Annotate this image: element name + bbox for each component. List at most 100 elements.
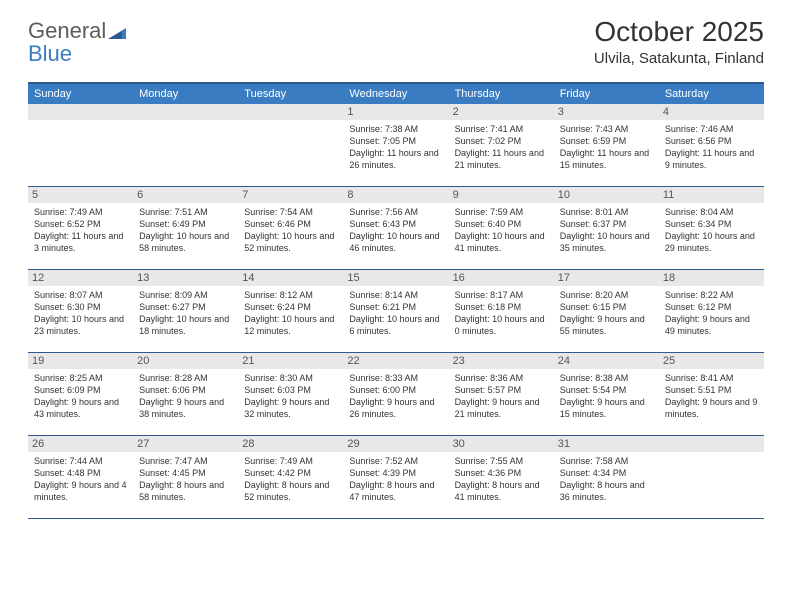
day-number: 8 [343,187,448,203]
day-cell: 10Sunrise: 8:01 AMSunset: 6:37 PMDayligh… [554,187,659,269]
day-number: 25 [659,353,764,369]
empty-day-number [28,104,133,120]
day-number: 10 [554,187,659,203]
day-number: 30 [449,436,554,452]
header-right: October 2025 Ulvila, Satakunta, Finland [594,16,764,67]
day-info: Sunrise: 8:28 AMSunset: 6:06 PMDaylight:… [139,372,232,421]
day-info: Sunrise: 7:59 AMSunset: 6:40 PMDaylight:… [455,206,548,255]
day-cell: 18 Sunrise: 8:22 AMSunset: 6:12 PMDayligh… [659,270,764,352]
day-cell: 25Sunrise: 8:41 AMSunset: 5:51 PMDayligh… [659,353,764,435]
day-number: 11 [659,187,764,203]
day-info: Sunrise: 7:43 AMSunset: 6:59 PMDaylight:… [560,123,653,172]
day-cell: 9 Sunrise: 7:59 AMSunset: 6:40 PMDaylight… [449,187,554,269]
day-number: 24 [554,353,659,369]
day-cell: 14Sunrise: 8:12 AMSunset: 6:24 PMDayligh… [238,270,343,352]
day-number: 17 [554,270,659,286]
day-number: 2 [449,104,554,120]
day-info: Sunrise: 7:41 AMSunset: 7:02 PMDaylight:… [455,123,548,172]
empty-cell [238,104,343,186]
empty-cell [659,436,764,518]
day-cell: 17 Sunrise: 8:20 AMSunset: 6:15 PMDayligh… [554,270,659,352]
day-cell: 15 Sunrise: 8:14 AMSunset: 6:21 PMDayligh… [343,270,448,352]
day-cell: 30Sunrise: 7:55 AMSunset: 4:36 PMDayligh… [449,436,554,518]
month-title: October 2025 [594,16,764,48]
day-number: 7 [238,187,343,203]
day-cell: 11 Sunrise: 8:04 AMSunset: 6:34 PMDayligh… [659,187,764,269]
location-text: Ulvila, Satakunta, Finland [594,50,764,67]
day-info: Sunrise: 8:36 AMSunset: 5:57 PMDaylight:… [455,372,548,421]
day-number: 21 [238,353,343,369]
day-number: 29 [343,436,448,452]
day-info: Sunrise: 7:56 AMSunset: 6:43 PMDaylight:… [349,206,442,255]
day-info: Sunrise: 7:38 AMSunset: 7:05 PMDaylight:… [349,123,442,172]
day-info: Sunrise: 8:07 AMSunset: 6:30 PMDaylight:… [34,289,127,338]
day-number: 3 [554,104,659,120]
day-info: Sunrise: 7:54 AMSunset: 6:46 PMDaylight:… [244,206,337,255]
day-number: 20 [133,353,238,369]
day-cell: 21 Sunrise: 8:30 AMSunset: 6:03 PMDayligh… [238,353,343,435]
day-number: 16 [449,270,554,286]
day-number: 31 [554,436,659,452]
day-header: Sunday [28,84,133,104]
day-info: Sunrise: 8:25 AMSunset: 6:09 PMDaylight:… [34,372,127,421]
day-cell: 27 Sunrise: 7:47 AMSunset: 4:45 PMDayligh… [133,436,238,518]
day-cell: 8 Sunrise: 7:56 AMSunset: 6:43 PMDaylight… [343,187,448,269]
day-info: Sunrise: 7:51 AMSunset: 6:49 PMDaylight:… [139,206,232,255]
day-cell: 22 Sunrise: 8:33 AMSunset: 6:00 PMDayligh… [343,353,448,435]
day-cell: 4 Sunrise: 7:46 AMSunset: 6:56 PMDaylight… [659,104,764,186]
day-info: Sunrise: 8:22 AMSunset: 6:12 PMDaylight:… [665,289,758,338]
day-cell: 5 Sunrise: 7:49 AMSunset: 6:52 PMDaylight… [28,187,133,269]
empty-cell [28,104,133,186]
day-info: Sunrise: 7:47 AMSunset: 4:45 PMDaylight:… [139,455,232,504]
day-number: 9 [449,187,554,203]
day-cell: 12 Sunrise: 8:07 AMSunset: 6:30 PMDayligh… [28,270,133,352]
day-cell: 26Sunrise: 7:44 AMSunset: 4:48 PMDayligh… [28,436,133,518]
day-info: Sunrise: 7:46 AMSunset: 6:56 PMDaylight:… [665,123,758,172]
day-info: Sunrise: 8:33 AMSunset: 6:00 PMDaylight:… [349,372,442,421]
day-number: 27 [133,436,238,452]
day-info: Sunrise: 7:49 AMSunset: 6:52 PMDaylight:… [34,206,127,255]
day-info: Sunrise: 8:09 AMSunset: 6:27 PMDaylight:… [139,289,232,338]
day-headers-row: SundayMondayTuesdayWednesdayThursdayFrid… [28,82,764,104]
day-cell: 19Sunrise: 8:25 AMSunset: 6:09 PMDayligh… [28,353,133,435]
day-info: Sunrise: 8:04 AMSunset: 6:34 PMDaylight:… [665,206,758,255]
week-row: 12 Sunrise: 8:07 AMSunset: 6:30 PMDayligh… [28,270,764,353]
day-info: Sunrise: 8:20 AMSunset: 6:15 PMDaylight:… [560,289,653,338]
day-cell: 16 Sunrise: 8:17 AMSunset: 6:18 PMDayligh… [449,270,554,352]
day-cell: 28Sunrise: 7:49 AMSunset: 4:42 PMDayligh… [238,436,343,518]
day-cell: 13 Sunrise: 8:09 AMSunset: 6:27 PMDayligh… [133,270,238,352]
day-info: Sunrise: 7:58 AMSunset: 4:34 PMDaylight:… [560,455,653,504]
day-header: Thursday [449,84,554,104]
day-cell: 1Sunrise: 7:38 AMSunset: 7:05 PMDaylight… [343,104,448,186]
brand-logo: General Blue [28,20,126,65]
day-header: Saturday [659,84,764,104]
day-number: 5 [28,187,133,203]
empty-cell [133,104,238,186]
day-info: Sunrise: 8:17 AMSunset: 6:18 PMDaylight:… [455,289,548,338]
day-number: 15 [343,270,448,286]
day-cell: 29 Sunrise: 7:52 AMSunset: 4:39 PMDayligh… [343,436,448,518]
day-header: Tuesday [238,84,343,104]
day-cell: 31 Sunrise: 7:58 AMSunset: 4:34 PMDayligh… [554,436,659,518]
day-header: Monday [133,84,238,104]
day-header: Friday [554,84,659,104]
day-header: Wednesday [343,84,448,104]
weeks-container: 1Sunrise: 7:38 AMSunset: 7:05 PMDaylight… [28,104,764,519]
day-cell: 20 Sunrise: 8:28 AMSunset: 6:06 PMDayligh… [133,353,238,435]
empty-day-number [133,104,238,120]
empty-day-number [659,436,764,452]
day-cell: 7 Sunrise: 7:54 AMSunset: 6:46 PMDaylight… [238,187,343,269]
flag-icon [108,21,126,43]
day-number: 13 [133,270,238,286]
day-cell: 2 Sunrise: 7:41 AMSunset: 7:02 PMDaylight… [449,104,554,186]
brand-part2: Blue [28,41,72,66]
day-info: Sunrise: 8:14 AMSunset: 6:21 PMDaylight:… [349,289,442,338]
day-number: 4 [659,104,764,120]
day-info: Sunrise: 7:52 AMSunset: 4:39 PMDaylight:… [349,455,442,504]
day-number: 22 [343,353,448,369]
day-cell: 3 Sunrise: 7:43 AMSunset: 6:59 PMDaylight… [554,104,659,186]
day-number: 12 [28,270,133,286]
day-info: Sunrise: 8:30 AMSunset: 6:03 PMDaylight:… [244,372,337,421]
day-number: 18 [659,270,764,286]
week-row: 19Sunrise: 8:25 AMSunset: 6:09 PMDayligh… [28,353,764,436]
